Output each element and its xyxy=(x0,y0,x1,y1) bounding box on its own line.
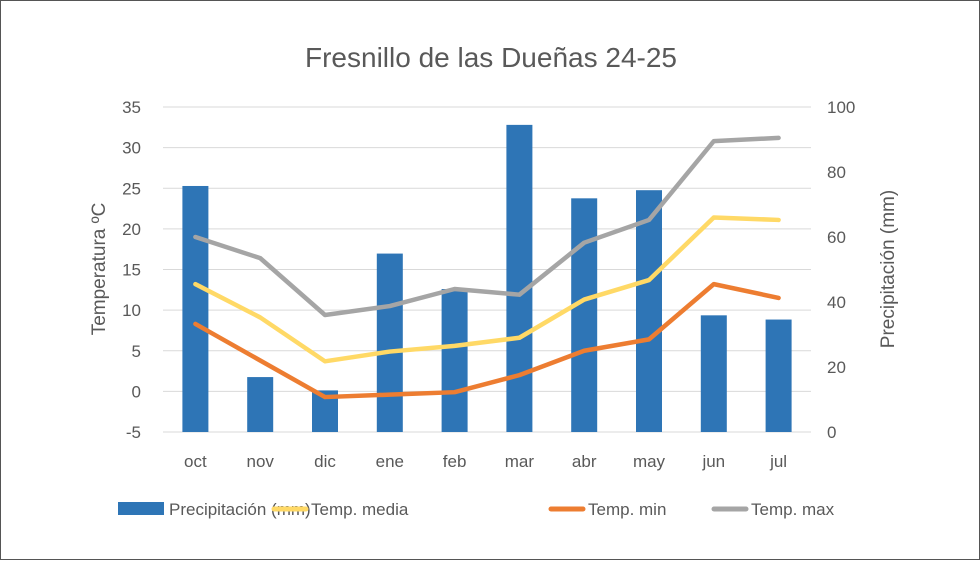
right-axis-ticks: 0 20 40 60 80 100 xyxy=(827,98,855,442)
left-tick-label: 30 xyxy=(122,139,141,158)
bar-jul xyxy=(766,320,792,432)
line-temp-max xyxy=(195,138,778,315)
legend: Precipitación (mm) Temp. media Temp. min… xyxy=(118,500,835,519)
x-tick-label: dic xyxy=(314,452,336,471)
left-tick-label: 15 xyxy=(122,261,141,280)
left-tick-label: 5 xyxy=(132,342,141,361)
x-tick-label: abr xyxy=(572,452,597,471)
x-tick-label: may xyxy=(633,452,666,471)
right-tick-label: 60 xyxy=(827,228,846,247)
right-tick-label: 100 xyxy=(827,98,855,117)
bar-may xyxy=(636,190,662,432)
right-axis-label: Precipitación (mm) xyxy=(878,190,899,348)
x-tick-label: feb xyxy=(443,452,467,471)
legend-swatch-precip xyxy=(118,502,164,515)
bar-jun xyxy=(701,315,727,432)
chart-title: Fresnillo de las Dueñas 24-25 xyxy=(305,42,677,73)
right-tick-label: 40 xyxy=(827,293,846,312)
x-tick-label: jul xyxy=(769,452,787,471)
legend-label-media: Temp. media xyxy=(311,500,409,519)
bar-nov xyxy=(247,377,273,432)
line-series xyxy=(195,138,778,397)
bar-abr xyxy=(571,198,597,432)
right-tick-label: 0 xyxy=(827,423,836,442)
x-tick-label: mar xyxy=(505,452,535,471)
legend-label-max: Temp. max xyxy=(751,500,835,519)
line-temp-media xyxy=(195,218,778,362)
left-tick-label: -5 xyxy=(126,423,141,442)
left-tick-label: 25 xyxy=(122,179,141,198)
left-tick-label: 0 xyxy=(132,382,141,401)
x-axis-ticks: oct nov dic ene feb mar abr may jun jul xyxy=(184,452,787,471)
left-tick-label: 10 xyxy=(122,301,141,320)
bar-feb xyxy=(442,289,468,432)
right-tick-label: 80 xyxy=(827,163,846,182)
x-tick-label: ene xyxy=(376,452,404,471)
left-tick-label: 20 xyxy=(122,220,141,239)
bar-ene xyxy=(377,254,403,432)
bar-mar xyxy=(506,125,532,432)
x-tick-label: oct xyxy=(184,452,207,471)
x-tick-label: nov xyxy=(246,452,274,471)
left-axis-label: Temperatura ºC xyxy=(89,203,110,336)
right-tick-label: 20 xyxy=(827,358,846,377)
x-tick-label: jun xyxy=(701,452,725,471)
left-tick-label: 35 xyxy=(122,98,141,117)
left-axis-ticks: -5 0 5 10 15 20 25 30 35 xyxy=(122,98,141,442)
bar-oct xyxy=(182,186,208,432)
legend-label-min: Temp. min xyxy=(588,500,666,519)
